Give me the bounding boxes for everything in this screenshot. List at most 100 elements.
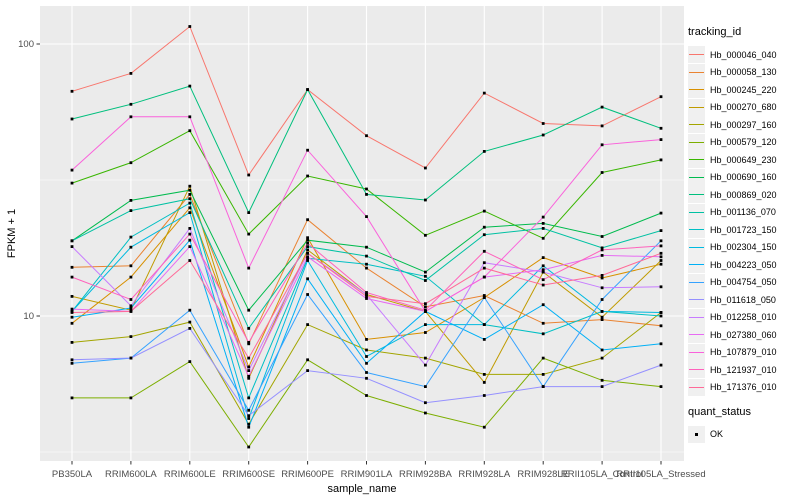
- data-point: [541, 356, 545, 360]
- legend-key-swatch: [688, 46, 705, 63]
- data-point: [247, 327, 251, 330]
- data-point: [659, 158, 663, 162]
- data-point: [482, 425, 486, 429]
- data-point: [247, 356, 251, 360]
- data-point: [424, 166, 427, 170]
- legend-color-line-icon: [689, 281, 704, 283]
- legend-key-swatch: [688, 98, 705, 116]
- data-point: [188, 259, 192, 262]
- data-point: [129, 396, 133, 400]
- data-point: [365, 371, 368, 374]
- legend-item-Hb_027380_060: Hb_027380_060: [688, 326, 800, 343]
- legend-item-label: Hb_000245_220: [710, 84, 777, 95]
- data-point: [247, 422, 251, 426]
- legend-key-swatch: [688, 63, 705, 81]
- legend-item-label: Hb_004754_050: [710, 277, 777, 287]
- data-point: [306, 248, 309, 252]
- data-point: [129, 304, 133, 308]
- legend-item-label: Hb_001136_070: [710, 207, 776, 217]
- legend-key-swatch: [688, 186, 705, 203]
- legend-color-line-icon: [689, 316, 704, 318]
- legend-item-Hb_000579_120: Hb_000579_120: [688, 133, 800, 151]
- data-point: [482, 266, 486, 270]
- data-point: [541, 236, 545, 240]
- legend-item-Hb_002304_150: Hb_002304_150: [688, 238, 800, 256]
- data-point: [188, 129, 192, 133]
- data-point: [306, 369, 309, 372]
- legend-item-ok-label: OK: [710, 429, 724, 439]
- data-point: [482, 294, 486, 297]
- x-tick-label: RRIM600LE: [164, 469, 216, 480]
- data-point: [424, 274, 427, 278]
- data-point: [541, 385, 545, 388]
- data-point: [188, 245, 192, 248]
- data-point: [424, 363, 427, 367]
- legend-title-quant-status: quant_status: [688, 405, 751, 418]
- data-point: [659, 239, 663, 243]
- legend-key-swatch: [688, 168, 705, 186]
- data-point: [482, 296, 486, 299]
- data-point: [600, 274, 604, 277]
- legend-item-ok: OK: [688, 425, 800, 443]
- legend-color-line-icon: [689, 264, 704, 266]
- data-point: [659, 311, 663, 314]
- data-point: [365, 134, 368, 138]
- data-point: [541, 268, 545, 272]
- data-point: [424, 198, 427, 202]
- legend-key-swatch: [688, 291, 705, 308]
- data-point: [365, 245, 368, 249]
- legend-item-label: Hb_171376_010: [710, 382, 777, 392]
- data-point: [70, 265, 74, 269]
- legend-item-Hb_000245_220: Hb_000245_220: [688, 81, 800, 98]
- data-point: [365, 254, 368, 258]
- data-point: [659, 259, 663, 262]
- legend-item-Hb_000058_130: Hb_000058_130: [688, 63, 800, 81]
- data-point: [659, 229, 663, 232]
- data-point: [365, 187, 368, 191]
- legend-key-swatch: [688, 361, 705, 378]
- data-point: [306, 174, 309, 178]
- legend-key-swatch: [688, 326, 705, 343]
- data-point: [365, 348, 368, 352]
- data-point: [365, 361, 368, 365]
- data-point: [365, 338, 368, 341]
- legend-color-line-icon: [689, 246, 704, 248]
- data-point: [659, 95, 663, 99]
- data-point: [600, 378, 604, 382]
- data-point: [306, 245, 309, 248]
- legend-key-swatch: [688, 203, 705, 221]
- data-point: [659, 251, 663, 255]
- x-tick-label: RRII105LA_Stressed: [616, 469, 705, 480]
- legend-item-Hb_001723_150: Hb_001723_150: [688, 221, 800, 238]
- legend-item-label: Hb_002304_150: [710, 242, 777, 252]
- data-point: [482, 338, 486, 341]
- data-point: [188, 184, 192, 188]
- panel-background: [40, 6, 684, 461]
- data-point: [188, 211, 192, 214]
- data-point: [482, 249, 486, 253]
- data-point: [600, 286, 604, 290]
- data-point: [600, 315, 604, 319]
- x-tick-label: RRII105LA_Control: [561, 469, 643, 480]
- legend-color-line-icon: [689, 141, 704, 143]
- data-point: [129, 209, 133, 212]
- data-point: [424, 308, 427, 312]
- legend-item-label: Hb_012258_010: [710, 312, 777, 322]
- legend-item-label: Hb_000690_160: [710, 172, 777, 182]
- data-point: [365, 193, 368, 196]
- data-point: [541, 227, 545, 230]
- data-point: [365, 262, 368, 266]
- data-point: [129, 235, 133, 239]
- data-point: [424, 411, 427, 415]
- x-tick-label: RRIM928LE: [517, 469, 569, 480]
- data-point: [424, 302, 427, 306]
- data-point: [600, 298, 604, 301]
- data-point: [70, 361, 74, 365]
- data-point: [600, 356, 604, 360]
- legend-color-line-icon: [689, 351, 704, 353]
- legend-key-swatch: [688, 273, 705, 291]
- data-point: [306, 88, 309, 91]
- data-point: [541, 222, 545, 225]
- legend-item-Hb_107879_010: Hb_107879_010: [688, 343, 800, 361]
- legend-item-Hb_000649_230: Hb_000649_230: [688, 151, 800, 168]
